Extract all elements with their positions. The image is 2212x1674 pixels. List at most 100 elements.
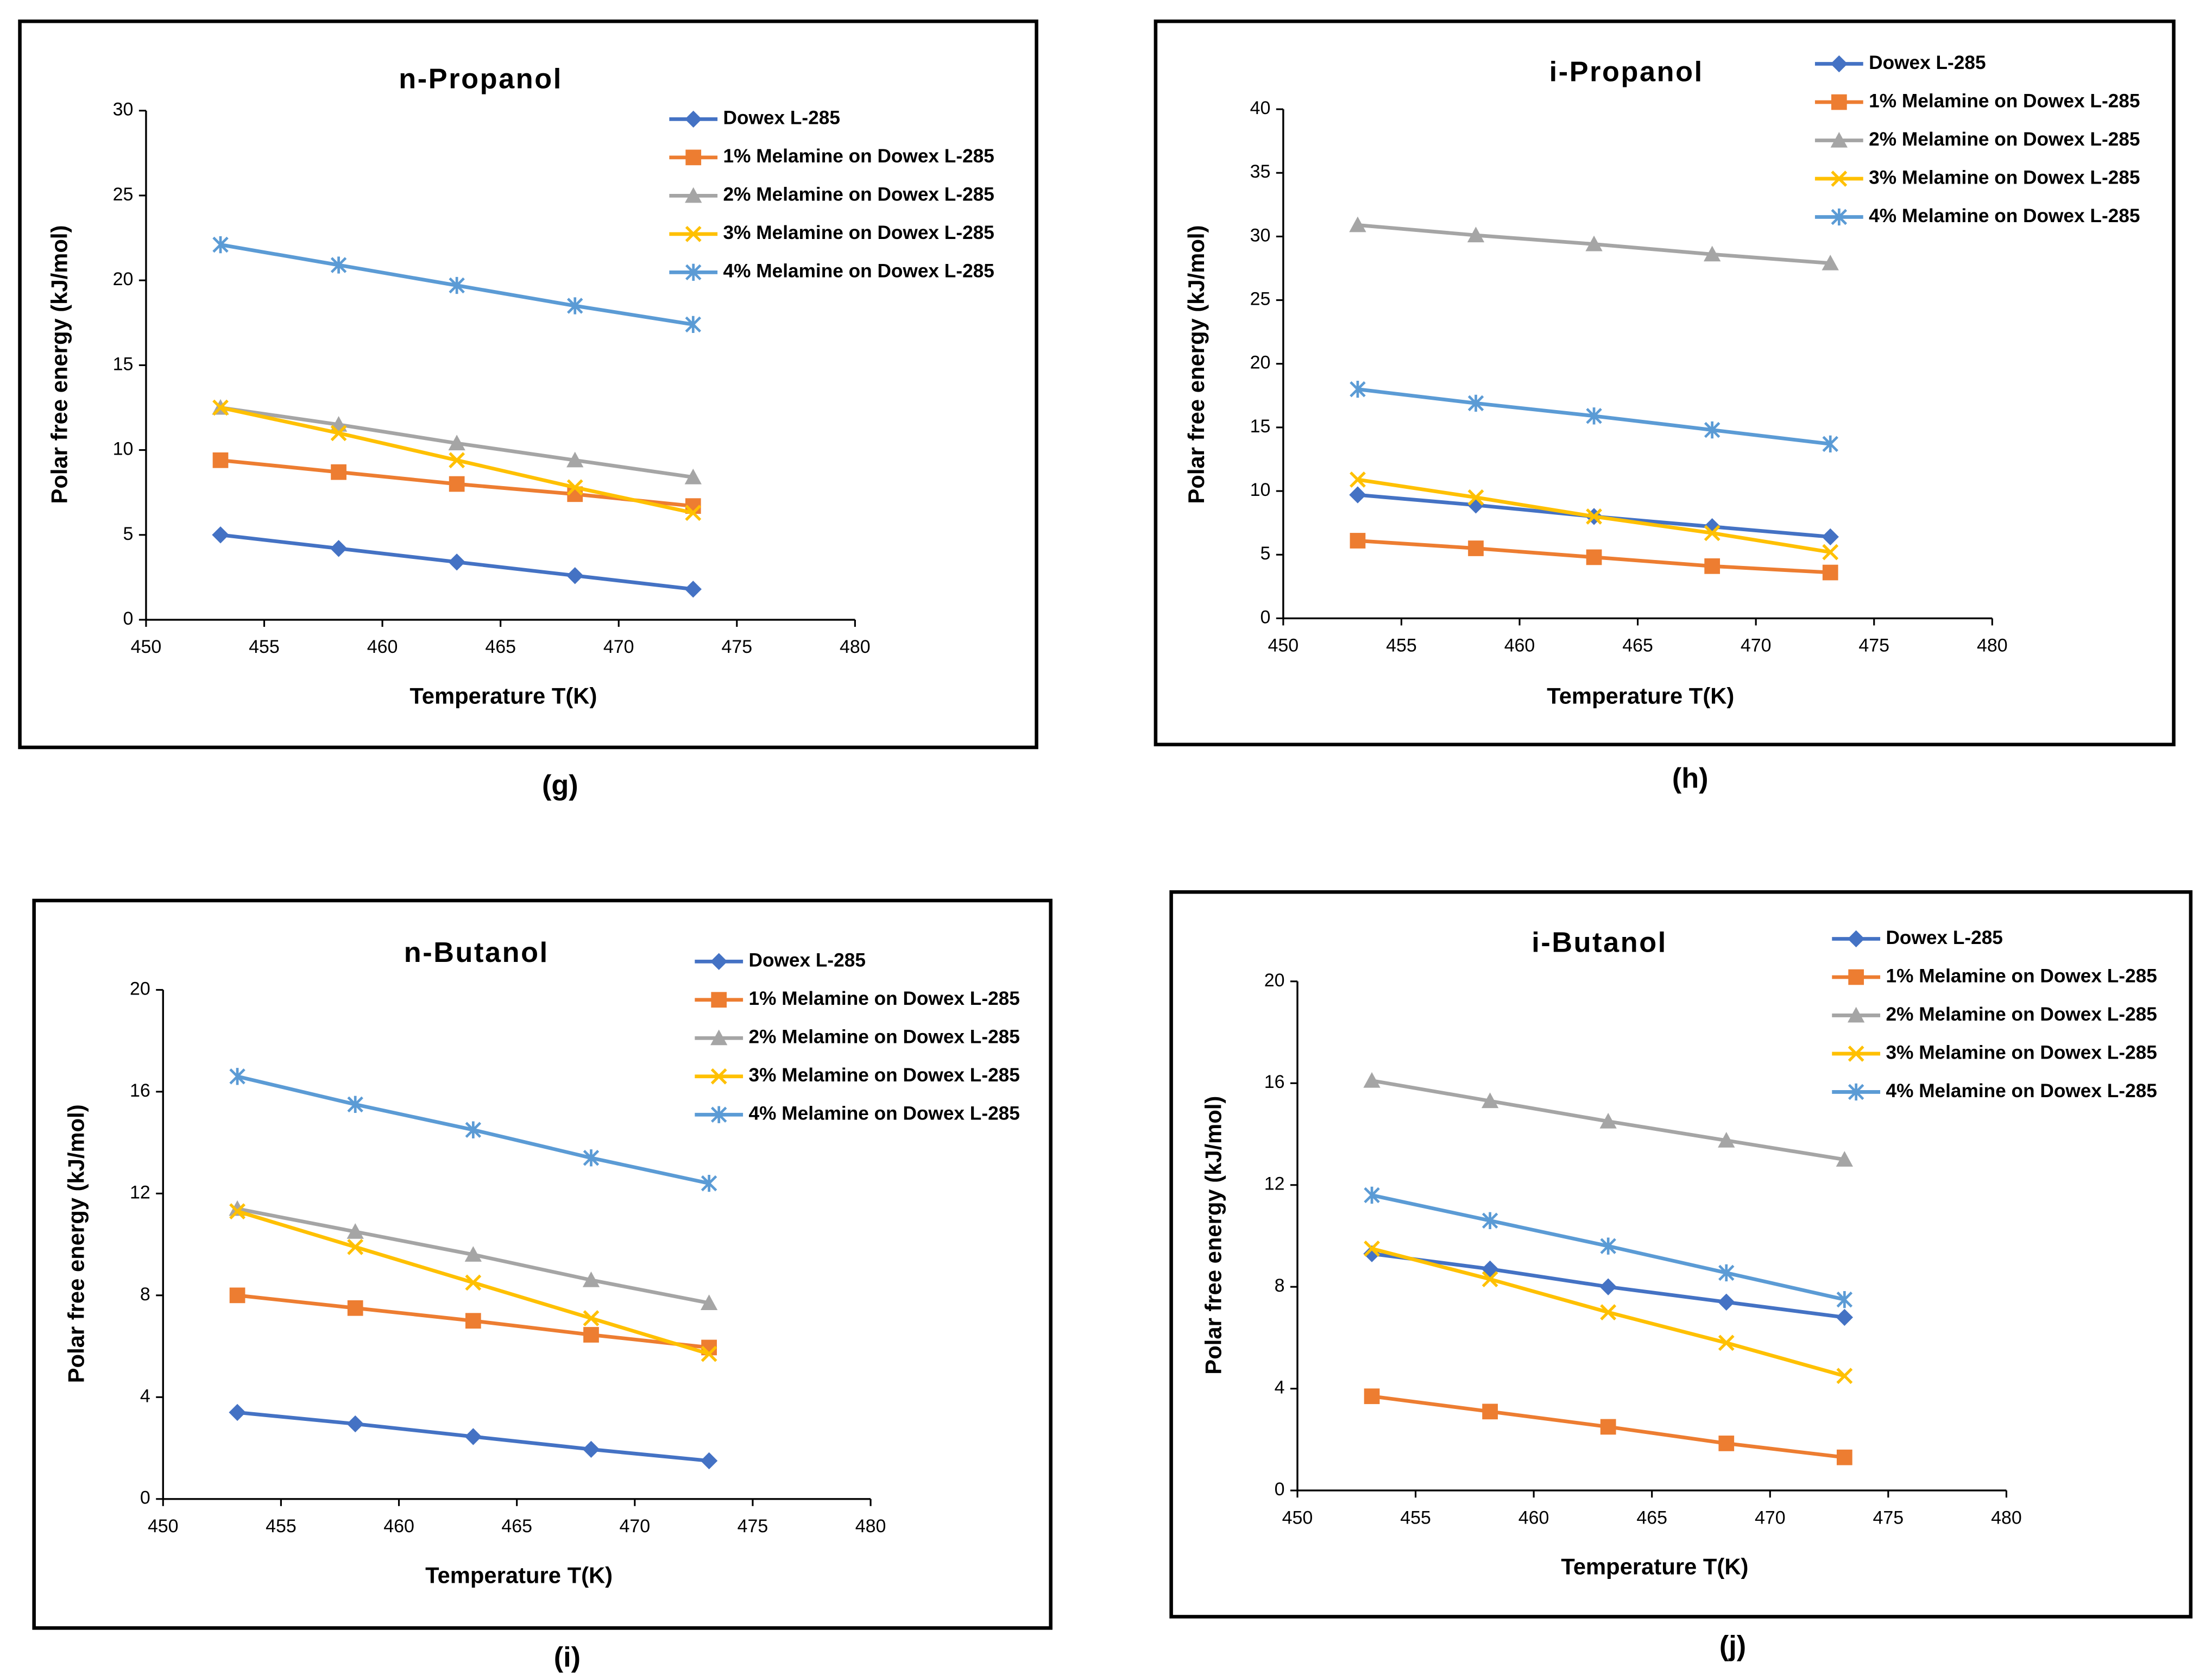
marker <box>700 1294 718 1310</box>
marker <box>229 1203 245 1220</box>
x-tick-label: 460 <box>367 637 398 657</box>
y-tick-label: 30 <box>113 99 134 120</box>
y-tick-label: 4 <box>140 1386 150 1406</box>
marker <box>566 567 584 584</box>
marker <box>1822 528 1839 546</box>
marker <box>566 479 583 496</box>
legend-label: 1% Melamine on Dowex L-285 <box>1886 965 2157 986</box>
marker <box>1830 131 1848 148</box>
chart-frame <box>32 898 1053 1630</box>
y-tick-label: 8 <box>140 1284 150 1305</box>
x-tick-label: 455 <box>266 1516 297 1537</box>
marker <box>710 1029 728 1046</box>
marker <box>1847 1006 1865 1023</box>
marker <box>212 452 229 468</box>
marker <box>1599 1278 1617 1295</box>
marker <box>1703 246 1721 262</box>
marker <box>212 399 229 416</box>
marker <box>685 149 702 166</box>
y-tick-label: 20 <box>130 978 150 999</box>
x-tick-label: 455 <box>249 637 280 657</box>
legend-label: Dowex L-285 <box>1869 52 1986 73</box>
marker <box>685 225 702 242</box>
marker <box>1847 930 1865 948</box>
marker <box>566 451 584 468</box>
y-tick-label: 35 <box>1250 161 1271 182</box>
marker <box>710 1068 727 1085</box>
marker <box>449 276 465 294</box>
marker <box>685 505 702 521</box>
marker <box>229 1068 245 1085</box>
marker <box>1836 1308 1854 1326</box>
marker <box>1350 380 1366 398</box>
caption: (h) <box>1672 763 1709 794</box>
marker <box>1364 1186 1380 1204</box>
marker <box>1363 1072 1381 1088</box>
x-tick-label: 480 <box>855 1516 886 1537</box>
chart-frame <box>1169 890 2193 1619</box>
y-tick-label: 20 <box>1264 970 1285 991</box>
x-axis-label: Temperature T(K) <box>1561 1554 1748 1579</box>
marker <box>347 1096 363 1113</box>
y-tick-label: 5 <box>1260 543 1270 564</box>
y-tick-label: 8 <box>1275 1275 1285 1296</box>
legend-label: 3% Melamine on Dowex L-285 <box>1886 1042 2157 1063</box>
legend-label: Dowex L-285 <box>1886 927 2002 948</box>
marker <box>465 1274 482 1291</box>
caption: (j) <box>1719 1631 1746 1662</box>
marker <box>449 476 465 492</box>
x-axis-label: Temperature T(K) <box>409 683 597 709</box>
marker <box>212 526 229 544</box>
marker <box>347 1238 364 1255</box>
marker <box>1481 1092 1499 1109</box>
marker <box>1718 1335 1735 1351</box>
chart-title: n-Butanol <box>404 937 549 968</box>
marker <box>330 540 348 557</box>
chart: i-Butanol Polar free energy (kJ/mol) Tempe… <box>1169 890 2193 1619</box>
y-axis-label: Polar free energy (kJ/mol) <box>46 225 72 504</box>
x-tick-label: 475 <box>1873 1507 1904 1528</box>
marker <box>229 1287 245 1304</box>
x-tick-label: 465 <box>1636 1507 1667 1528</box>
marker <box>1704 525 1721 542</box>
legend-label: 1% Melamine on Dowex L-285 <box>1869 90 2140 111</box>
marker <box>1704 558 1721 574</box>
x-tick-label: 450 <box>148 1516 179 1537</box>
marker <box>1704 421 1721 439</box>
marker <box>347 1300 363 1316</box>
y-tick-label: 4 <box>1275 1377 1285 1398</box>
y-tick-label: 0 <box>1275 1479 1285 1500</box>
y-tick-label: 5 <box>123 524 134 544</box>
y-tick-label: 0 <box>140 1488 150 1508</box>
marker <box>1600 1237 1616 1255</box>
legend-label: 4% Melamine on Dowex L-285 <box>723 261 994 282</box>
marker <box>465 1313 481 1329</box>
marker <box>685 110 702 128</box>
marker <box>582 1440 600 1458</box>
marker <box>1482 1212 1498 1229</box>
legend-label: 2% Melamine on Dowex L-285 <box>1869 129 2140 150</box>
x-tick-label: 450 <box>1268 635 1299 656</box>
marker <box>1836 1368 1853 1384</box>
marker <box>701 1345 717 1362</box>
marker <box>1831 208 1848 226</box>
marker <box>449 452 465 469</box>
marker <box>1822 254 1839 270</box>
legend-label: 4% Melamine on Dowex L-285 <box>749 1103 1020 1124</box>
marker <box>710 953 728 970</box>
marker <box>1467 226 1485 243</box>
x-tick-label: 480 <box>1991 1507 2022 1528</box>
marker <box>1349 216 1366 232</box>
marker <box>1467 489 1484 506</box>
chart-frame <box>1154 19 2176 747</box>
x-tick-label: 470 <box>1755 1507 1786 1528</box>
marker <box>465 1121 482 1138</box>
legend-label: 1% Melamine on Dowex L-285 <box>749 988 1020 1009</box>
marker <box>464 1428 482 1445</box>
x-tick-label: 450 <box>131 637 162 657</box>
marker <box>1600 1304 1617 1320</box>
marker <box>1718 1264 1735 1282</box>
marker <box>1831 171 1848 187</box>
marker <box>1585 235 1603 251</box>
legend-label: 3% Melamine on Dowex L-285 <box>723 222 994 243</box>
